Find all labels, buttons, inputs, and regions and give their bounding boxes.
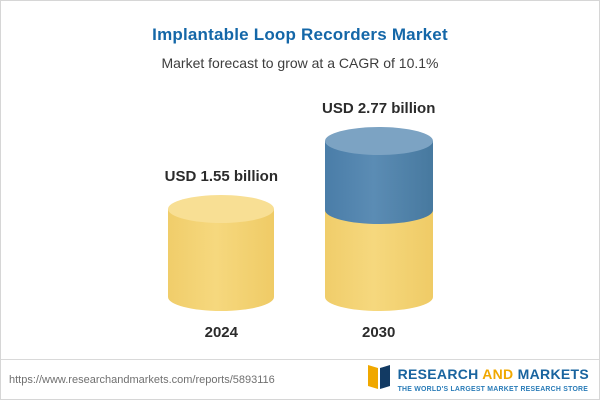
bar-2024-body (168, 209, 275, 311)
bar-chart: USD 1.55 billion 2024 USD 2.77 billion 2… (1, 89, 599, 359)
bar-2030-yellow-segment (324, 210, 433, 311)
bar-2030-blue-segment (324, 127, 433, 224)
brand-logo: RESEARCH AND MARKETS THE WORLD'S LARGEST… (366, 363, 589, 396)
logo-wordmark: RESEARCH AND MARKETS (398, 366, 589, 382)
logo-text: RESEARCH AND MARKETS THE WORLD'S LARGEST… (398, 366, 589, 393)
logo-word-markets: MARKETS (517, 366, 589, 382)
bar-2030 (324, 127, 433, 311)
category-label-2024: 2024 (204, 324, 238, 341)
bar-2030-top-ellipse (324, 127, 433, 155)
page-title: Implantable Loop Recorders Market (152, 25, 448, 44)
bar-group-2030: USD 2.77 billion 2030 (322, 100, 435, 341)
value-label-2024: USD 1.55 billion (164, 168, 278, 185)
footer: https://www.researchandmarkets.com/repor… (1, 359, 599, 399)
bar-2024-top-ellipse (168, 195, 275, 223)
chart-header: Implantable Loop Recorders Market Market… (1, 1, 599, 71)
bar-2024 (168, 195, 275, 311)
bar-group-2024: USD 1.55 billion 2024 (165, 168, 278, 341)
category-label-2030: 2030 (361, 324, 396, 341)
logo-word-and: AND (482, 366, 514, 382)
value-label-2030: USD 2.77 billion (322, 100, 436, 117)
logo-word-research: RESEARCH (397, 366, 479, 382)
page-subtitle: Market forecast to grow at a CAGR of 10.… (161, 55, 439, 71)
logo-tagline: THE WORLD'S LARGEST MARKET RESEARCH STOR… (397, 386, 589, 393)
research-and-markets-logo-icon (366, 363, 392, 396)
report-url: https://www.researchandmarkets.com/repor… (9, 373, 275, 386)
